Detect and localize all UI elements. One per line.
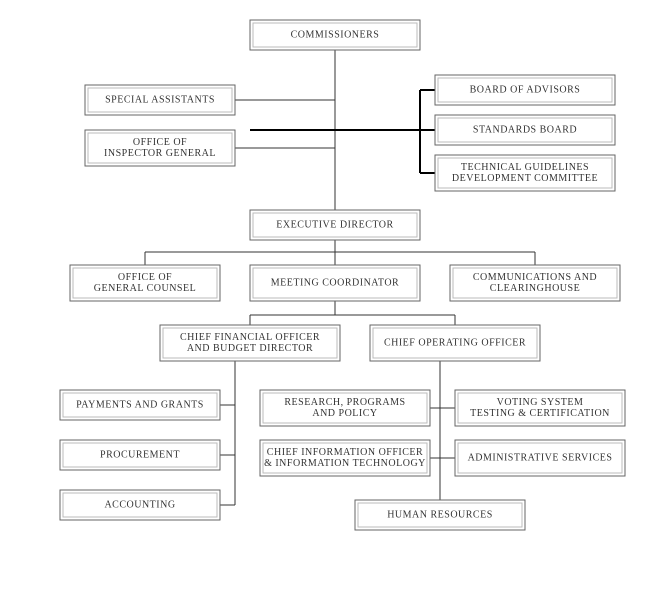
node-label: MEETING COORDINATOR (271, 277, 399, 288)
node-label: CHIEF INFORMATION OFFICER (267, 447, 423, 458)
node-label: DEVELOPMENT COMMITTEE (452, 173, 598, 184)
node-hr: HUMAN RESOURCES (355, 500, 525, 530)
node-procurement: PROCUREMENT (60, 440, 220, 470)
node-exec-director: EXECUTIVE DIRECTOR (250, 210, 420, 240)
node-label: EXECUTIVE DIRECTOR (276, 219, 393, 230)
node-label: TECHNICAL GUIDELINES (461, 162, 589, 173)
node-accounting: ACCOUNTING (60, 490, 220, 520)
node-label: COMMUNICATIONS AND (473, 272, 597, 283)
node-board-advisors: BOARD OF ADVISORS (435, 75, 615, 105)
node-label: COMMISSIONERS (291, 29, 380, 40)
node-label: RESEARCH, PROGRAMS (284, 397, 405, 408)
node-research-policy: RESEARCH, PROGRAMSAND POLICY (260, 390, 430, 426)
node-label: OFFICE OF (118, 272, 172, 283)
node-label: ADMINISTRATIVE SERVICES (468, 452, 613, 463)
node-label: OFFICE OF (133, 137, 187, 148)
node-admin-services: ADMINISTRATIVE SERVICES (455, 440, 625, 476)
node-label: TESTING & CERTIFICATION (470, 408, 610, 419)
node-label: CHIEF FINANCIAL OFFICER (180, 332, 320, 343)
node-label: STANDARDS BOARD (473, 124, 577, 135)
node-label: GENERAL COUNSEL (94, 283, 196, 294)
node-label: SPECIAL ASSISTANTS (105, 94, 215, 105)
node-special-assistants: SPECIAL ASSISTANTS (85, 85, 235, 115)
node-label: INSPECTOR GENERAL (104, 148, 216, 159)
node-label: PROCUREMENT (100, 449, 180, 460)
node-label: PAYMENTS AND GRANTS (76, 399, 204, 410)
node-general-counsel: OFFICE OFGENERAL COUNSEL (70, 265, 220, 301)
node-inspector-general: OFFICE OFINSPECTOR GENERAL (85, 130, 235, 166)
node-payments-grants: PAYMENTS AND GRANTS (60, 390, 220, 420)
node-tech-guidelines: TECHNICAL GUIDELINESDEVELOPMENT COMMITTE… (435, 155, 615, 191)
node-label: & INFORMATION TECHNOLOGY (264, 458, 426, 469)
node-label: CHIEF OPERATING OFFICER (384, 337, 526, 348)
node-coo: CHIEF OPERATING OFFICER (370, 325, 540, 361)
node-cfo: CHIEF FINANCIAL OFFICERAND BUDGET DIRECT… (160, 325, 340, 361)
node-cio-it: CHIEF INFORMATION OFFICER& INFORMATION T… (260, 440, 430, 476)
node-label: AND POLICY (312, 408, 377, 419)
node-label: AND BUDGET DIRECTOR (187, 343, 313, 354)
node-meeting-coord: MEETING COORDINATOR (250, 265, 420, 301)
node-label: CLEARINGHOUSE (490, 283, 580, 294)
node-label: ACCOUNTING (104, 499, 175, 510)
node-standards-board: STANDARDS BOARD (435, 115, 615, 145)
node-label: BOARD OF ADVISORS (470, 84, 581, 95)
node-commissioners: COMMISSIONERS (250, 20, 420, 50)
node-label: VOTING SYSTEM (497, 397, 584, 408)
node-voting-cert: VOTING SYSTEMTESTING & CERTIFICATION (455, 390, 625, 426)
org-chart: COMMISSIONERS SPECIAL ASSISTANTS OFFICE OF… (0, 0, 660, 600)
node-label: HUMAN RESOURCES (387, 509, 493, 520)
node-comms-clearing: COMMUNICATIONS ANDCLEARINGHOUSE (450, 265, 620, 301)
